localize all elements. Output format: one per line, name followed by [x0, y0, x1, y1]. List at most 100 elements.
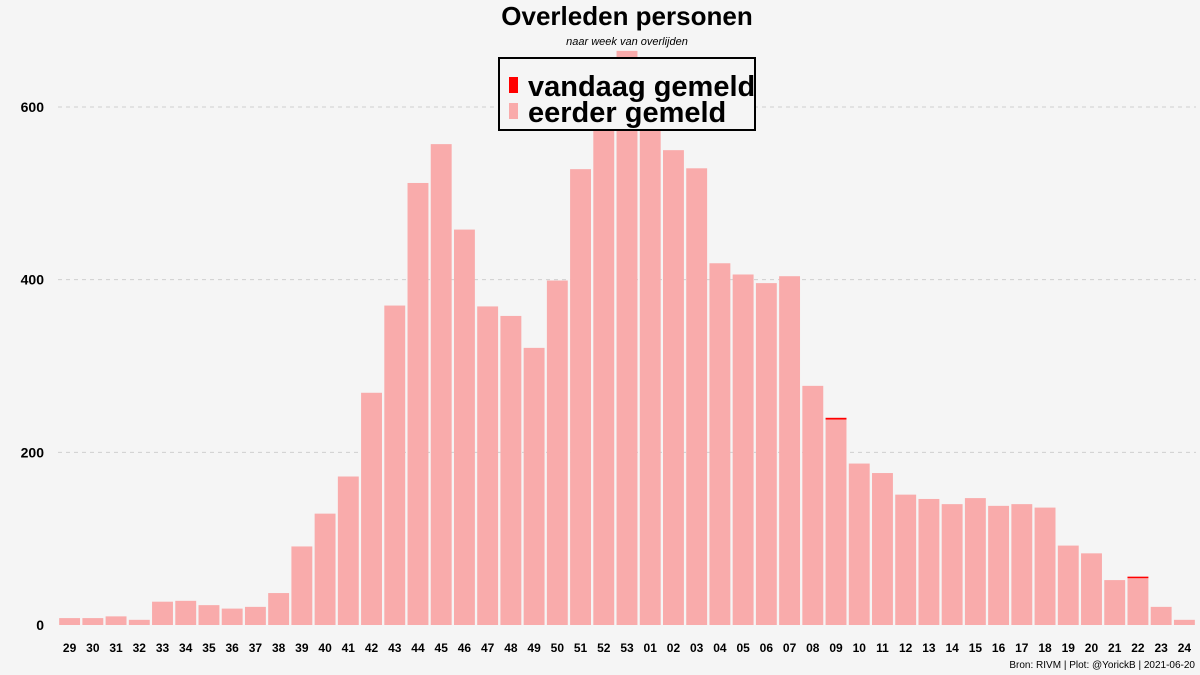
x-tick-label-week-11: 11 — [876, 641, 889, 655]
bar-eerder-gemeld-week-04 — [709, 263, 731, 625]
bar-eerder-gemeld-week-35 — [198, 605, 220, 625]
source-caption: Bron: RIVM | Plot: @YorickB | 2021-06-20 — [1009, 660, 1195, 671]
bar-eerder-gemeld-week-18 — [1034, 507, 1056, 625]
bar-eerder-gemeld-week-05 — [732, 274, 754, 625]
legend: vandaag gemeld eerder gemeld — [498, 57, 756, 131]
bar-eerder-gemeld-week-39 — [291, 546, 313, 625]
bar-eerder-gemeld-week-40 — [314, 513, 336, 625]
bar-eerder-gemeld-week-13 — [918, 498, 940, 625]
x-tick-label-week-33: 33 — [156, 641, 170, 655]
x-tick-label-week-18: 18 — [1038, 641, 1052, 655]
bar-eerder-gemeld-week-22 — [1127, 577, 1149, 625]
bar-eerder-gemeld-week-42 — [361, 392, 382, 625]
x-tick-label-week-51: 51 — [574, 641, 588, 655]
bar-eerder-gemeld-week-12 — [895, 494, 917, 625]
x-tick-label-week-45: 45 — [435, 641, 449, 655]
x-tick-label-week-47: 47 — [481, 641, 495, 655]
x-tick-label-week-29: 29 — [63, 641, 77, 655]
bar-eerder-gemeld-week-15 — [964, 498, 986, 625]
bar-eerder-gemeld-week-30 — [82, 618, 104, 625]
bar-vandaag-gemeld-week-22 — [1127, 576, 1149, 579]
x-tick-label-week-34: 34 — [179, 641, 193, 655]
bar-eerder-gemeld-week-10 — [848, 463, 870, 625]
x-tick-label-week-42: 42 — [365, 641, 379, 655]
x-tick-label-week-24: 24 — [1178, 641, 1192, 655]
bar-eerder-gemeld-week-31 — [105, 616, 127, 625]
x-tick-label-week-35: 35 — [202, 641, 216, 655]
bar-eerder-gemeld-week-23 — [1150, 606, 1172, 625]
x-tick-label-week-15: 15 — [969, 641, 983, 655]
x-tick-label-week-16: 16 — [992, 641, 1006, 655]
y-tick-label: 0 — [36, 617, 44, 633]
y-tick-label: 600 — [21, 99, 45, 115]
bar-eerder-gemeld-week-36 — [221, 608, 243, 625]
y-axis-ticks: 0 200 400 600 — [21, 99, 45, 633]
x-tick-label-week-41: 41 — [342, 641, 356, 655]
bar-eerder-gemeld-week-21 — [1104, 580, 1126, 625]
bar-eerder-gemeld-week-48 — [500, 315, 522, 625]
x-tick-label-week-03: 03 — [690, 641, 704, 655]
legend-label-vandaag-gemeld: vandaag gemeld — [528, 71, 755, 103]
x-tick-label-week-04: 04 — [713, 641, 727, 655]
x-tick-label-week-10: 10 — [853, 641, 867, 655]
bar-eerder-gemeld-week-14 — [941, 504, 963, 625]
x-tick-label-week-05: 05 — [736, 641, 750, 655]
x-tick-label-week-12: 12 — [899, 641, 913, 655]
x-tick-label-week-19: 19 — [1062, 641, 1076, 655]
x-tick-label-week-52: 52 — [597, 641, 611, 655]
x-tick-label-week-14: 14 — [945, 641, 959, 655]
x-tick-label-week-09: 09 — [829, 641, 843, 655]
bar-vandaag-gemeld-week-09 — [825, 417, 847, 420]
legend-swatch-eerder-gemeld — [509, 103, 518, 119]
bar-eerder-gemeld-week-41 — [337, 476, 359, 625]
bar-eerder-gemeld-week-16 — [988, 505, 1010, 625]
x-tick-label-week-36: 36 — [226, 641, 240, 655]
bar-eerder-gemeld-week-38 — [268, 593, 290, 625]
legend-label-eerder-gemeld: eerder gemeld — [528, 97, 726, 129]
bar-eerder-gemeld-week-45 — [430, 144, 452, 625]
x-tick-label-week-13: 13 — [922, 641, 936, 655]
x-tick-label-week-22: 22 — [1131, 641, 1145, 655]
x-tick-label-week-44: 44 — [411, 641, 425, 655]
x-tick-label-week-23: 23 — [1154, 641, 1168, 655]
legend-box — [498, 57, 756, 131]
x-tick-label-week-08: 08 — [806, 641, 820, 655]
x-tick-label-week-39: 39 — [295, 641, 309, 655]
bar-eerder-gemeld-week-19 — [1057, 545, 1079, 625]
x-tick-label-week-30: 30 — [86, 641, 100, 655]
bar-eerder-gemeld-week-07 — [779, 276, 801, 625]
bar-eerder-gemeld-week-33 — [152, 601, 173, 625]
chart-title: Overleden personen — [501, 1, 752, 31]
bar-eerder-gemeld-week-29 — [59, 618, 81, 625]
legend-swatch-vandaag-gemeld — [509, 77, 518, 93]
x-tick-label-week-37: 37 — [249, 641, 263, 655]
x-tick-label-week-46: 46 — [458, 641, 472, 655]
bars — [59, 50, 1195, 626]
bar-eerder-gemeld-week-47 — [477, 306, 499, 625]
x-tick-label-week-32: 32 — [133, 641, 147, 655]
x-tick-label-week-40: 40 — [318, 641, 332, 655]
x-tick-label-week-53: 53 — [620, 641, 634, 655]
x-tick-label-week-31: 31 — [109, 641, 123, 655]
bar-eerder-gemeld-week-09 — [825, 419, 847, 625]
bar-eerder-gemeld-week-32 — [128, 619, 150, 625]
x-tick-label-week-01: 01 — [644, 641, 658, 655]
bar-eerder-gemeld-week-08 — [802, 385, 824, 625]
bar-eerder-gemeld-week-11 — [872, 473, 893, 625]
bar-eerder-gemeld-week-49 — [523, 347, 545, 625]
bar-eerder-gemeld-week-02 — [662, 150, 684, 625]
x-tick-label-week-17: 17 — [1015, 641, 1029, 655]
x-tick-label-week-07: 07 — [783, 641, 797, 655]
x-tick-label-week-20: 20 — [1085, 641, 1099, 655]
bar-eerder-gemeld-week-52 — [593, 124, 615, 626]
x-tick-label-week-43: 43 — [388, 641, 402, 655]
bar-eerder-gemeld-week-20 — [1081, 553, 1102, 625]
x-axis-ticks: 29 30 31 32 33 34 35 36 37 38 39 40 41 42 43 44 45 46 47 48… — [63, 641, 1191, 655]
chart-subtitle: naar week van overlijden — [566, 36, 688, 48]
bar-eerder-gemeld-week-53 — [616, 50, 638, 625]
x-tick-label-week-48: 48 — [504, 641, 518, 655]
x-tick-label-week-02: 02 — [667, 641, 681, 655]
bar-eerder-gemeld-week-51 — [570, 169, 592, 625]
bar-eerder-gemeld-week-03 — [686, 168, 708, 625]
